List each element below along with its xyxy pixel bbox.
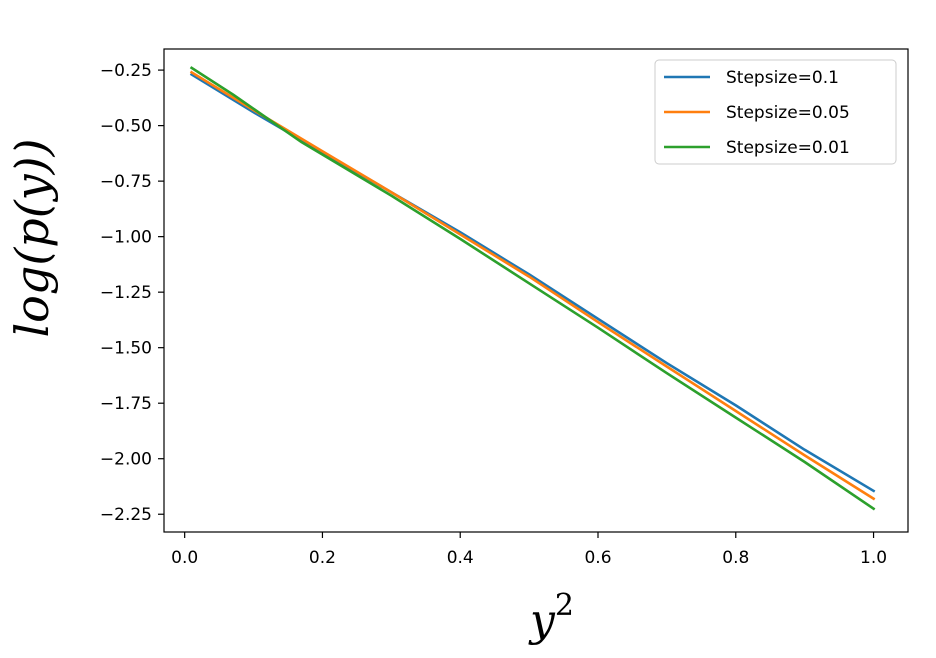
x-tick-label: 0.2 [309, 548, 336, 568]
x-tick-label: 0.4 [447, 548, 474, 568]
y-tick-label: −1.75 [100, 394, 152, 414]
legend: Stepsize=0.1 Stepsize=0.05 Stepsize=0.01 [654, 59, 897, 165]
y-tick-label: −0.75 [100, 172, 152, 192]
y-tick-label: −1.50 [100, 339, 152, 359]
y-axis-label: log(p(y)) [5, 138, 59, 337]
y-tick-label: −2.25 [100, 505, 152, 525]
y-tick-label: −1.00 [100, 228, 152, 248]
x-tick-label: 1.0 [860, 548, 887, 568]
y-tick-label: −0.50 [100, 117, 152, 137]
legend-label-2: Stepsize=0.05 [726, 103, 850, 123]
series-line-2 [189, 70, 876, 501]
x-tick-label: 0.0 [171, 548, 198, 568]
x-tick-label: 0.6 [584, 548, 611, 568]
y-tick-label: −1.25 [100, 283, 152, 303]
x-axis-label: y2 [528, 588, 574, 646]
y-tick-label: −0.25 [100, 61, 152, 81]
legend-box [654, 59, 897, 165]
x-axis-ticks: 0.0 0.2 0.4 0.6 0.8 1.0 [171, 532, 887, 568]
legend-label-3: Stepsize=0.01 [726, 138, 850, 158]
y-tick-label: −2.00 [100, 450, 152, 470]
x-tick-label: 0.8 [722, 548, 749, 568]
series-line-3 [189, 66, 876, 511]
y-axis-ticks: −0.25 −0.50 −0.75 −1.00 −1.25 −1.50 −1.75 −2.00… [100, 61, 164, 525]
plot-frame [163, 48, 909, 533]
series-layer [189, 66, 876, 511]
legend-label-1: Stepsize=0.1 [726, 68, 839, 88]
